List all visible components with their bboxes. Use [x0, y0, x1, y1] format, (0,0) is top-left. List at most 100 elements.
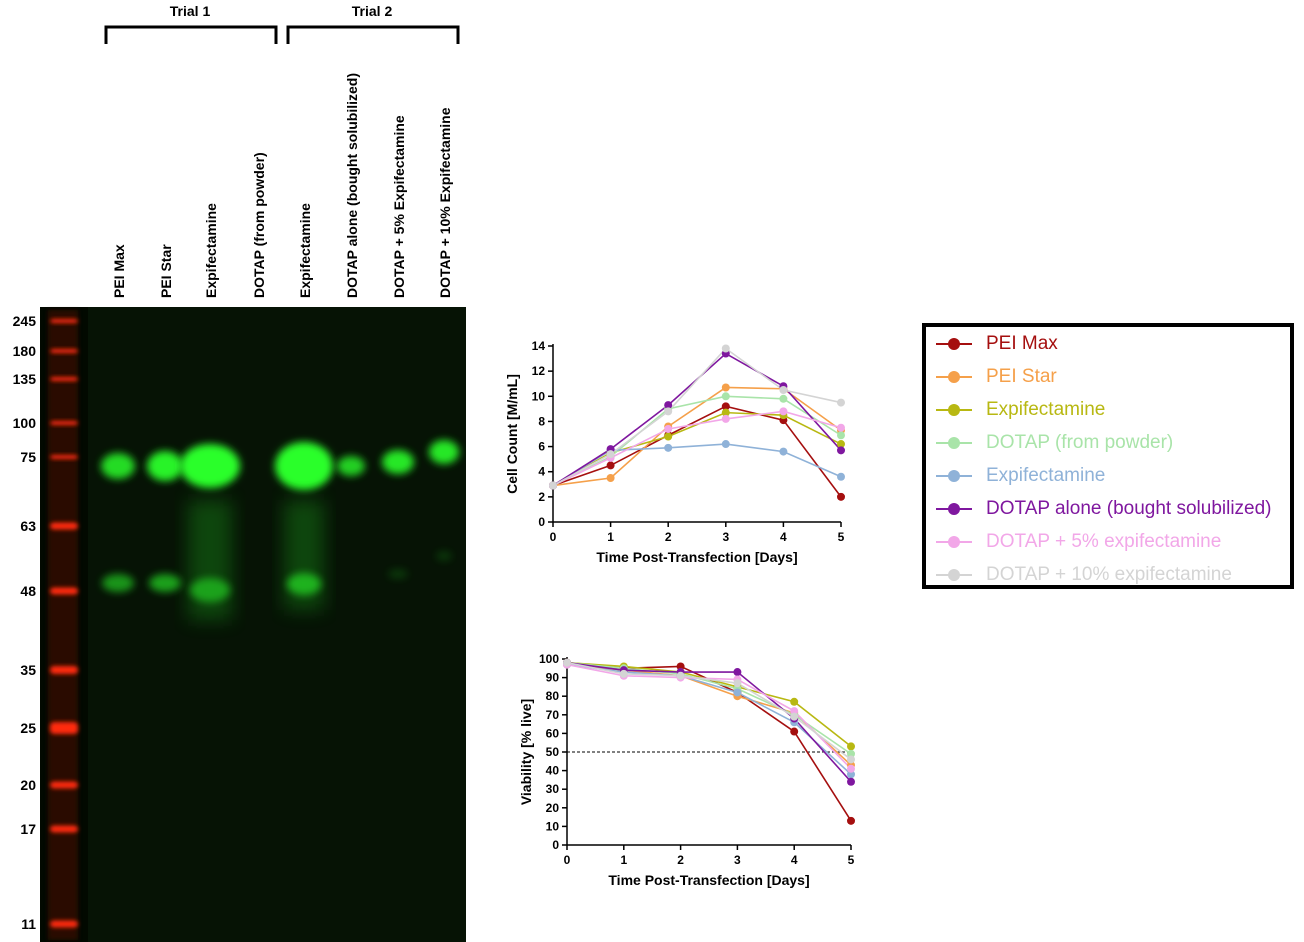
y-tick-label: 0: [538, 515, 545, 529]
data-point: [664, 424, 673, 433]
ladder-marker-label: 75: [20, 449, 36, 465]
ladder-marker-label: 20: [20, 777, 36, 793]
data-point: [563, 658, 571, 667]
legend-label: DOTAP + 5% expifectamine: [986, 531, 1222, 552]
y-axis-label: Cell Count [M/mL]: [504, 374, 520, 494]
ladder-band: [50, 666, 78, 674]
ladder-marker-label: 25: [20, 720, 36, 736]
ladder-marker-label: 48: [20, 583, 36, 599]
legend-item: DOTAP (from powder): [934, 428, 1173, 458]
series-line: [566, 661, 852, 783]
gel-band: [147, 451, 183, 481]
x-tick-label: 2: [677, 853, 684, 867]
series-line: [566, 663, 852, 775]
data-point: [721, 383, 730, 392]
legend-swatch: [934, 532, 974, 552]
x-tick-label: 1: [607, 530, 614, 544]
gel-band: [102, 574, 134, 592]
western-blot-gel: 245 180 135 100 75 63 48 35 25 20 17 11: [13, 307, 466, 942]
y-tick-label: 10: [532, 389, 546, 403]
gel-band: [180, 444, 240, 488]
legend-item: DOTAP + 5% expifectamine: [934, 527, 1221, 557]
y-tick-label: 20: [546, 801, 560, 815]
data-point: [664, 443, 673, 452]
y-tick-label: 90: [546, 671, 560, 685]
trial-1-label: Trial 1: [170, 3, 211, 19]
data-point: [676, 662, 685, 671]
y-tick-label: 6: [538, 440, 545, 454]
legend-swatch: [934, 565, 974, 585]
data-point: [606, 450, 615, 459]
data-point: [837, 492, 845, 501]
ladder-band: [50, 421, 78, 425]
series-line: [552, 352, 842, 487]
lane-label: DOTAP + 10% Expifectamine: [437, 107, 453, 298]
gel-band: [337, 456, 365, 476]
data-point: [721, 440, 730, 449]
x-tick-label: 5: [848, 853, 855, 867]
x-tick-label: 0: [550, 530, 557, 544]
legend-label: DOTAP (from powder): [986, 432, 1174, 453]
gel-lane-shading: [88, 307, 466, 942]
y-tick-label: 80: [546, 689, 560, 703]
y-tick-label: 8: [538, 414, 545, 428]
lane-label: Expifectamine: [297, 203, 313, 298]
lane-label: DOTAP + 5% Expifectamine: [391, 115, 407, 298]
lane-label: PEI Max: [111, 244, 127, 298]
x-tick-label: 5: [838, 530, 845, 544]
y-tick-label: 12: [532, 364, 546, 378]
x-tick-label: 3: [722, 530, 729, 544]
legend-item: DOTAP alone (bought solubilized): [934, 494, 1272, 524]
legend-item: Expifectamine: [934, 395, 1105, 425]
legend-label: Expifectamine: [986, 399, 1106, 420]
data-point: [733, 679, 742, 688]
y-tick-label: 14: [532, 339, 546, 353]
legend-item: PEI Star: [934, 362, 1057, 392]
x-tick-label: 4: [780, 530, 787, 544]
trial-1-bracket: [104, 25, 278, 44]
sample-bands: [101, 440, 459, 620]
ladder-band: [50, 920, 78, 928]
y-tick-label: 2: [538, 490, 545, 504]
data-point: [847, 770, 855, 779]
ladder-marker-label: 100: [13, 415, 37, 431]
gel-band: [436, 551, 452, 561]
legend-label: DOTAP alone (bought solubilized): [986, 498, 1272, 519]
ladder-marker-label: 11: [21, 916, 36, 932]
lane-label: Expifectamine: [203, 203, 219, 298]
legend-label: PEI Star: [986, 366, 1057, 387]
y-tick-label: 10: [546, 819, 560, 833]
data-point: [721, 392, 730, 401]
lane-label: DOTAP (from powder): [251, 152, 267, 298]
ladder-marker-label: 245: [13, 313, 37, 329]
lane-label: DOTAP alone (bought solubilized): [344, 73, 360, 298]
series-line: [552, 443, 842, 487]
data-point: [837, 440, 845, 449]
data-point: [847, 749, 855, 758]
y-tick-label: 30: [546, 782, 560, 796]
data-point: [721, 414, 730, 423]
ladder-band: [50, 587, 78, 595]
ladder-labels: 245 180 135 100 75 63 48 35 25 20 17 11: [13, 313, 37, 932]
series-line: [552, 410, 842, 487]
data-point: [721, 402, 730, 411]
y-tick-label: 4: [538, 465, 545, 479]
x-tick-label: 0: [564, 853, 571, 867]
ladder-band: [50, 349, 78, 353]
ladder-marker-label: 35: [20, 662, 36, 678]
legend-item: DOTAP + 10% expifectamine: [934, 560, 1232, 590]
ladder-marker-label: 63: [20, 518, 36, 534]
gel-band: [149, 574, 181, 592]
trial-brackets: Trial 1 Trial 2: [104, 3, 460, 44]
data-point: [847, 764, 855, 773]
data-point: [847, 777, 855, 786]
y-tick-label: 0: [552, 838, 559, 852]
legend-item: Expifectamine: [934, 461, 1105, 491]
ladder-marker-label: 135: [13, 371, 37, 387]
data-point: [837, 398, 845, 407]
series-line: [552, 395, 842, 487]
data-point: [606, 474, 615, 482]
series-line: [566, 663, 852, 770]
